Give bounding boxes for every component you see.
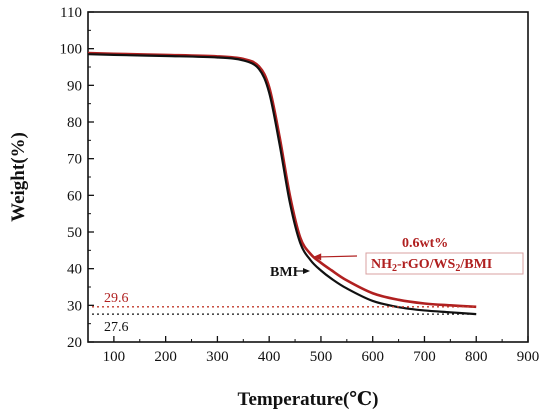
x-tick-label: 700 [413, 349, 436, 365]
x-tick-label: 800 [465, 349, 488, 365]
composite-label-arrow [319, 255, 358, 258]
y-tick-label: 20 [67, 335, 82, 351]
y-tick-label: 110 [60, 5, 82, 21]
y-tick-label: 80 [67, 115, 82, 131]
axis-ticks: 100 200 300 400 500 600 700 800 900 20 30 40 50 60 70 8… [60, 5, 540, 365]
composite-label-sub-2: 2 [455, 263, 460, 274]
composite-label-line1: 0.6wt% [402, 236, 448, 251]
composite-label-part-a: NH [371, 257, 392, 272]
x-tick-label: 200 [154, 349, 177, 365]
composite-label-part-c: /BMI [459, 257, 492, 272]
x-tick-label: 900 [517, 349, 540, 365]
composite-label-sub-1: 2 [392, 263, 397, 274]
y-tick-label: 90 [67, 78, 82, 94]
x-tick-label: 100 [103, 349, 126, 365]
y-tick-label: 40 [67, 262, 82, 278]
bmi-label-arrowhead [303, 268, 310, 274]
bmi-residue-value: 27.6 [104, 320, 129, 335]
y-tick-label: 60 [67, 188, 82, 204]
composite-label-arrowhead [313, 253, 322, 261]
x-tick-label: 500 [310, 349, 333, 365]
y-tick-label: 50 [67, 225, 82, 241]
composite-residue-value: 29.6 [104, 291, 129, 306]
composite-label-box [365, 252, 524, 275]
x-axis-title: Temperature(℃) [238, 389, 379, 410]
plot-frame [87, 11, 529, 343]
composite-label-part-b: -rGO/WS [397, 257, 456, 272]
x-tick-label: 600 [361, 349, 384, 365]
composite-label-line2: NH2-rGO/WS2/BMI [371, 257, 492, 274]
y-axis-title: Weight(%) [8, 132, 29, 222]
x-tick-label: 300 [206, 349, 229, 365]
y-tick-label: 70 [67, 152, 82, 168]
residue-reference-lines [92, 306, 477, 315]
bmi-label: BMI [270, 265, 298, 280]
x-tick-label: 400 [258, 349, 281, 365]
y-tick-label: 100 [60, 42, 83, 58]
y-tick-label: 30 [67, 298, 82, 314]
